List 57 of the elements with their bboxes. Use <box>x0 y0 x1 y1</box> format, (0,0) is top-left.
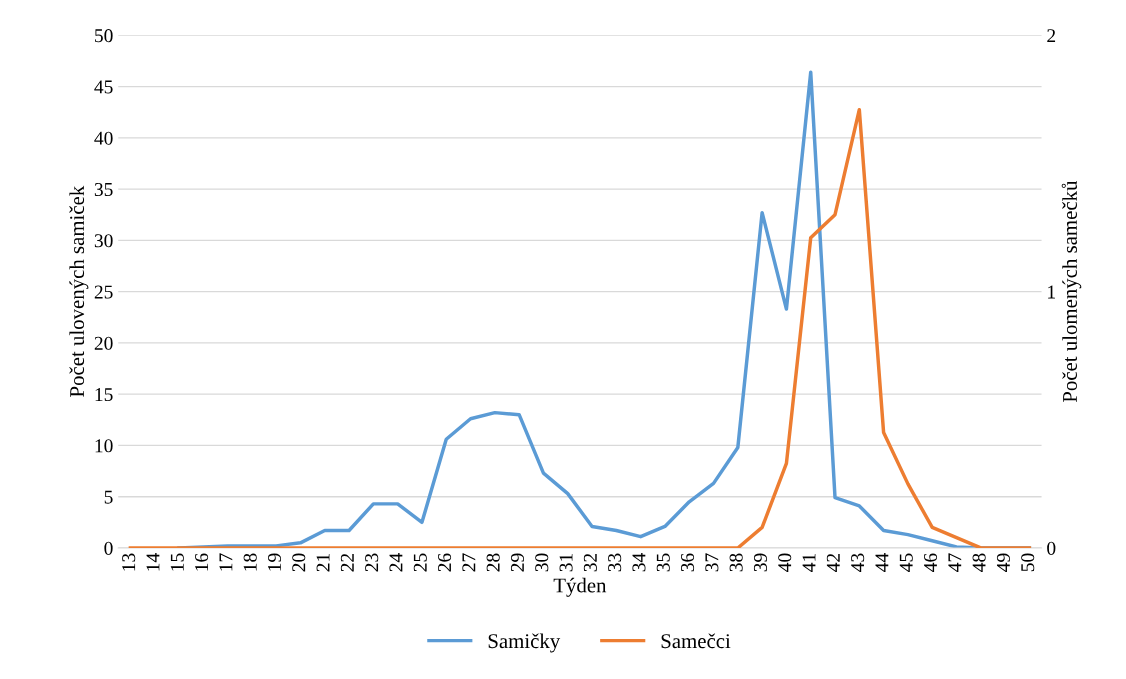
x-tick-label: 40 <box>778 553 792 572</box>
x-tick-label: 20 <box>292 553 306 572</box>
x-axis-title: Týden <box>553 577 607 597</box>
x-tick-label: 33 <box>608 553 622 572</box>
y2-tick-label: 1 <box>1048 285 1055 299</box>
x-tick-label: 47 <box>948 553 962 572</box>
x-tick-label: 22 <box>340 553 354 572</box>
y-tick-label: 10 <box>95 439 113 453</box>
legend-label: Samečci <box>661 633 731 649</box>
x-tick-label: 36 <box>681 553 695 572</box>
x-tick-label: 16 <box>195 553 209 571</box>
y-tick-label: 25 <box>94 285 113 299</box>
x-tick-label: 15 <box>170 553 184 571</box>
x-tick-label: 49 <box>996 553 1010 572</box>
y-tick-label: 45 <box>94 80 113 94</box>
x-tick-label: 37 <box>705 553 719 572</box>
y-tick-label: 5 <box>104 490 113 504</box>
x-tick-label: 45 <box>899 553 913 572</box>
x-tick-label: 25 <box>413 553 427 572</box>
y-tick-label: 15 <box>95 388 113 402</box>
y-tick-label: 35 <box>94 182 113 197</box>
y-tick-label: 20 <box>94 336 113 350</box>
x-tick-label: 43 <box>851 553 865 572</box>
x-tick-label: 23 <box>365 553 379 572</box>
y-axis-title: Počet ulovených samiček <box>69 185 89 397</box>
x-tick-label: 38 <box>729 553 743 572</box>
x-tick-label: 42 <box>826 553 840 572</box>
x-tick-label: 30 <box>535 553 549 572</box>
x-tick-label: 26 <box>438 553 452 572</box>
x-tick-label: 41 <box>802 553 816 572</box>
x-tick-label: 50 <box>1021 553 1035 572</box>
x-tick-label: 14 <box>146 553 160 571</box>
x-tick-label: 19 <box>267 553 282 571</box>
x-tick-label: 21 <box>316 553 330 572</box>
x-tick-label: 46 <box>924 553 938 572</box>
x-tick-label: 31 <box>559 553 573 572</box>
y-tick-label: 30 <box>94 234 113 248</box>
x-tick-label: 13 <box>122 553 136 571</box>
x-tick-label: 29 <box>510 553 525 572</box>
y2-axis-title: Počet ulomených samečků <box>1061 180 1082 403</box>
x-tick-label: 27 <box>462 553 476 572</box>
x-tick-label: 32 <box>583 553 597 572</box>
x-tick-label: 28 <box>486 553 500 572</box>
y2-tick-label: 2 <box>1047 29 1056 43</box>
legend-label: Samičky <box>488 633 561 653</box>
y-tick-label: 50 <box>95 29 113 43</box>
x-tick-label: 18 <box>243 553 257 571</box>
x-tick-label: 48 <box>972 553 986 572</box>
x-tick-label: 35 <box>656 553 670 572</box>
y-tick-label: 40 <box>94 131 113 145</box>
x-tick-label: 39 <box>753 553 767 572</box>
x-tick-label: 44 <box>875 553 889 572</box>
x-tick-label: 34 <box>632 553 646 572</box>
y2-tick-label: 0 <box>1047 541 1056 555</box>
y-tick-label: 0 <box>104 541 113 555</box>
x-tick-label: 24 <box>389 553 403 572</box>
x-tick-label: 17 <box>219 553 233 571</box>
